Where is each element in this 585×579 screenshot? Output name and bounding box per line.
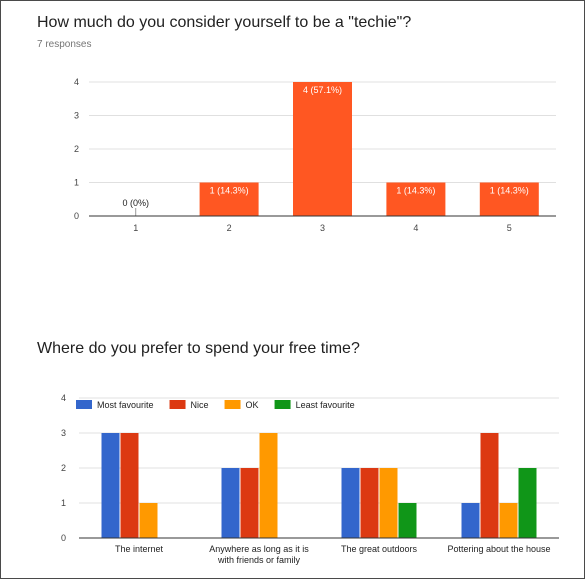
- techie-rating-bar-chart: 0 1 2 3 4 1 0 (0%) 2 1 (14.3%) 3 4 (57.1%) 4 1 (14.3…: [74, 77, 556, 233]
- bar-ok: [259, 433, 278, 538]
- bar: [293, 82, 352, 216]
- x-tick-label: 5: [507, 223, 512, 233]
- legend-label: Least favourite: [296, 400, 355, 410]
- bar-nice: [240, 468, 259, 538]
- x-tick-label: 4: [413, 223, 418, 233]
- y-tick-label: 2: [61, 463, 66, 473]
- bar-nice: [360, 468, 379, 538]
- bar-ok: [499, 503, 518, 538]
- x-tick-label: with friends or family: [217, 555, 301, 565]
- bar-least-favourite: [518, 468, 537, 538]
- data-label: 4 (57.1%): [303, 85, 342, 95]
- y-tick-label: 3: [74, 111, 79, 121]
- bar-nice: [480, 433, 499, 538]
- bar-nice: [120, 433, 139, 538]
- bar-ok: [379, 468, 398, 538]
- legend-swatch: [76, 400, 92, 409]
- y-tick-label: 0: [61, 533, 66, 543]
- bar-least-favourite: [398, 503, 417, 538]
- y-tick-label: 1: [74, 178, 79, 188]
- bar-most-favourite: [461, 503, 480, 538]
- bar-most-favourite: [101, 433, 120, 538]
- data-label: 1 (14.3%): [210, 186, 249, 196]
- legend-swatch: [224, 400, 241, 409]
- x-tick-label: Anywhere as long as it is: [209, 544, 309, 554]
- x-tick-label: 2: [227, 223, 232, 233]
- legend-label: Most favourite: [97, 400, 154, 410]
- x-tick-label: 1: [133, 223, 138, 233]
- legend-label: Nice: [191, 400, 209, 410]
- free-time-grouped-bar-chart: 0 1 2 3 4 The internet Anywhere as long as it …: [61, 393, 559, 565]
- question1-response-count: 7 responses: [37, 39, 92, 50]
- data-label: 1 (14.3%): [490, 186, 529, 196]
- x-tick-label: Pottering about the house: [447, 544, 550, 554]
- legend-swatch: [169, 400, 186, 409]
- data-label: 0 (0%): [122, 198, 149, 208]
- bar-most-favourite: [341, 468, 360, 538]
- y-tick-label: 3: [61, 428, 66, 438]
- y-tick-label: 4: [61, 393, 66, 403]
- x-tick-label: The great outdoors: [341, 544, 418, 554]
- y-tick-label: 2: [74, 144, 79, 154]
- y-tick-label: 4: [74, 77, 79, 87]
- y-tick-label: 1: [61, 498, 66, 508]
- bar: [386, 182, 446, 216]
- question2-title: Where do you prefer to spend your free t…: [37, 340, 360, 357]
- bar-most-favourite: [221, 468, 240, 538]
- bar: [199, 182, 259, 216]
- legend-swatch: [274, 400, 291, 409]
- data-label: 1 (14.3%): [396, 186, 435, 196]
- legend-label: OK: [246, 400, 259, 410]
- bar: [479, 182, 539, 216]
- x-tick-label: The internet: [115, 544, 164, 554]
- bar-ok: [139, 503, 158, 538]
- y-tick-label: 0: [74, 211, 79, 221]
- question1-title: How much do you consider yourself to be …: [37, 14, 412, 31]
- x-tick-label: 3: [320, 223, 325, 233]
